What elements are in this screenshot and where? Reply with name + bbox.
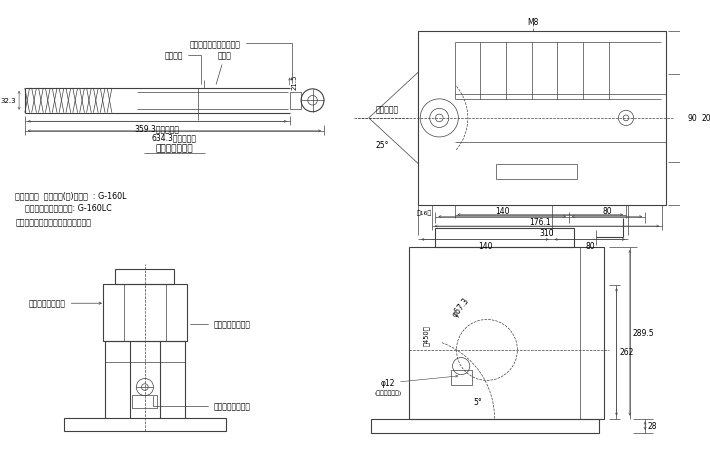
Text: リリーズスクリュ差込口: リリーズスクリュ差込口 (190, 40, 292, 84)
Text: 専用操作レバー: 専用操作レバー (155, 144, 193, 153)
Text: 21.5: 21.5 (292, 74, 297, 90)
Text: (シリンダ内径): (シリンダ内径) (374, 389, 401, 394)
Text: ［16］: ［16］ (416, 210, 432, 216)
Text: 289.5: 289.5 (633, 329, 655, 338)
Text: 262: 262 (619, 348, 634, 357)
Bar (133, 395, 157, 408)
Text: 操作レバー差込口: 操作レバー差込口 (190, 320, 251, 329)
Text: 伸縮式: 伸縮式 (216, 51, 232, 85)
Text: 310: 310 (540, 228, 555, 238)
Text: 80: 80 (585, 242, 595, 251)
Bar (418, 32, 666, 206)
Bar (435, 228, 574, 248)
Text: 634.3（最伸長）: 634.3（最伸長） (152, 133, 197, 142)
Bar (290, 92, 301, 110)
Bar (451, 370, 471, 385)
Text: φ12: φ12 (381, 375, 458, 388)
Text: 176.1: 176.1 (530, 217, 551, 226)
Text: 90: 90 (688, 114, 698, 123)
Text: φ67.3: φ67.3 (451, 295, 471, 318)
Text: 32.3: 32.3 (1, 98, 16, 104)
Bar (115, 269, 175, 284)
Text: 140: 140 (495, 206, 509, 215)
Text: 200: 200 (701, 114, 710, 123)
Bar (371, 419, 599, 433)
Text: レバー回転: レバー回転 (376, 105, 398, 114)
Text: 5°: 5° (473, 397, 482, 406)
Text: 25°: 25° (376, 141, 389, 150)
Text: 80: 80 (602, 206, 612, 215)
Bar (409, 248, 604, 419)
Text: ２．専用操作レバーが付属します。: ２．専用操作レバーが付属します。 (16, 218, 92, 227)
Text: オイルフィリング: オイルフィリング (29, 299, 102, 308)
Text: 359.3（最縮長）: 359.3（最縮長） (135, 124, 180, 133)
Bar (103, 284, 187, 342)
Text: ニッケルめっきタイプ: G-160LC: ニッケルめっきタイプ: G-160LC (16, 203, 112, 212)
Text: 28: 28 (648, 421, 657, 430)
Text: 注１．型式  標準塗装(赤)タイプ  : G-160L: 注１．型式 標準塗装(赤)タイプ : G-160L (16, 192, 127, 200)
Bar (64, 418, 226, 431)
Text: ストッパ: ストッパ (164, 51, 201, 85)
Text: 〔450〕: 〔450〕 (422, 324, 430, 345)
Text: リリーズスクリュ: リリーズスクリュ (153, 396, 251, 411)
Text: M8: M8 (527, 18, 538, 27)
Text: 140: 140 (478, 242, 492, 251)
Bar (496, 165, 577, 180)
